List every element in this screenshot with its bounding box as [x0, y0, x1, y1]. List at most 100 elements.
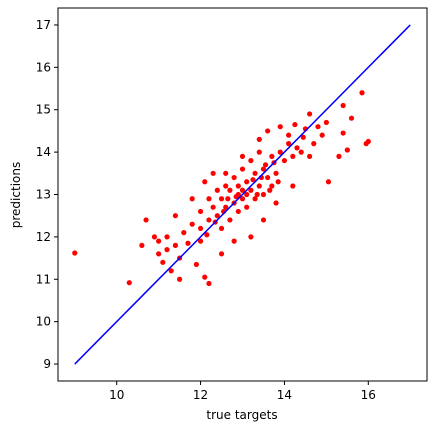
point — [168, 268, 174, 274]
point — [210, 204, 216, 210]
point — [250, 177, 256, 183]
point — [323, 119, 329, 126]
point — [172, 242, 179, 248]
point — [286, 141, 292, 147]
point — [227, 187, 233, 193]
point — [231, 174, 237, 181]
point — [218, 196, 225, 202]
point — [325, 179, 332, 185]
line — [74, 24, 411, 365]
point — [256, 183, 262, 189]
point — [275, 179, 281, 185]
y-tick-label: 17 — [36, 18, 51, 32]
point — [126, 280, 132, 286]
point — [244, 191, 250, 198]
point — [306, 153, 313, 159]
point — [294, 145, 300, 151]
point — [206, 217, 212, 223]
point — [193, 261, 199, 268]
point — [204, 232, 210, 238]
point — [139, 242, 145, 248]
point — [197, 225, 204, 232]
point — [315, 124, 321, 130]
x-tick-label: 10 — [109, 388, 124, 402]
point — [218, 251, 225, 257]
point — [267, 187, 273, 193]
point — [248, 157, 254, 164]
point — [265, 128, 271, 134]
point — [231, 238, 237, 244]
point — [340, 130, 346, 136]
point — [244, 204, 250, 210]
point — [277, 124, 283, 130]
point — [185, 240, 191, 246]
point — [214, 187, 220, 193]
point — [336, 153, 342, 159]
point — [359, 90, 365, 96]
x-axis-label: true targets — [206, 408, 277, 422]
point — [160, 259, 166, 265]
point — [348, 115, 355, 121]
point — [290, 153, 296, 159]
point — [281, 157, 288, 164]
point — [164, 234, 170, 240]
x-tick-label: 12 — [193, 388, 208, 402]
point — [227, 217, 233, 223]
point — [256, 136, 262, 142]
point — [206, 280, 212, 287]
point — [223, 204, 229, 210]
point — [214, 213, 220, 219]
point — [306, 111, 313, 117]
point — [340, 102, 346, 109]
point — [233, 194, 239, 200]
point — [181, 230, 187, 236]
point — [223, 170, 229, 176]
point — [254, 191, 260, 198]
point — [202, 274, 208, 280]
y-axis-label: predictions — [9, 162, 23, 228]
point — [252, 196, 258, 202]
y-tick-label: 15 — [36, 103, 51, 117]
point — [239, 153, 246, 159]
point — [239, 187, 246, 193]
point — [260, 191, 267, 198]
plot-frame — [57, 7, 428, 382]
point — [260, 166, 267, 172]
x-tick-label: 16 — [361, 388, 376, 402]
point — [156, 238, 162, 244]
point — [344, 147, 350, 153]
y-tick-label: 16 — [36, 60, 51, 74]
point — [256, 149, 262, 155]
point — [248, 234, 254, 240]
point — [197, 238, 204, 244]
point — [223, 183, 229, 189]
point — [244, 179, 250, 185]
point — [286, 132, 292, 138]
y-tick-label: 14 — [36, 145, 51, 159]
point — [277, 149, 283, 155]
y-tick-label: 11 — [36, 272, 51, 286]
point — [172, 213, 179, 219]
y-tick-label: 10 — [36, 315, 51, 329]
point — [298, 149, 304, 155]
point — [239, 166, 246, 172]
point — [269, 183, 275, 189]
point — [273, 170, 279, 176]
point — [143, 217, 149, 223]
point — [210, 170, 216, 176]
point — [311, 141, 317, 147]
point — [363, 141, 369, 147]
point — [156, 251, 162, 257]
point — [319, 132, 325, 138]
point — [189, 196, 195, 202]
point — [290, 183, 296, 189]
y-tick-label: 13 — [36, 188, 51, 202]
point — [292, 121, 298, 128]
point — [197, 208, 204, 215]
point — [206, 196, 212, 202]
point — [252, 170, 258, 176]
point — [235, 208, 241, 215]
point — [260, 217, 267, 223]
point — [273, 200, 279, 206]
